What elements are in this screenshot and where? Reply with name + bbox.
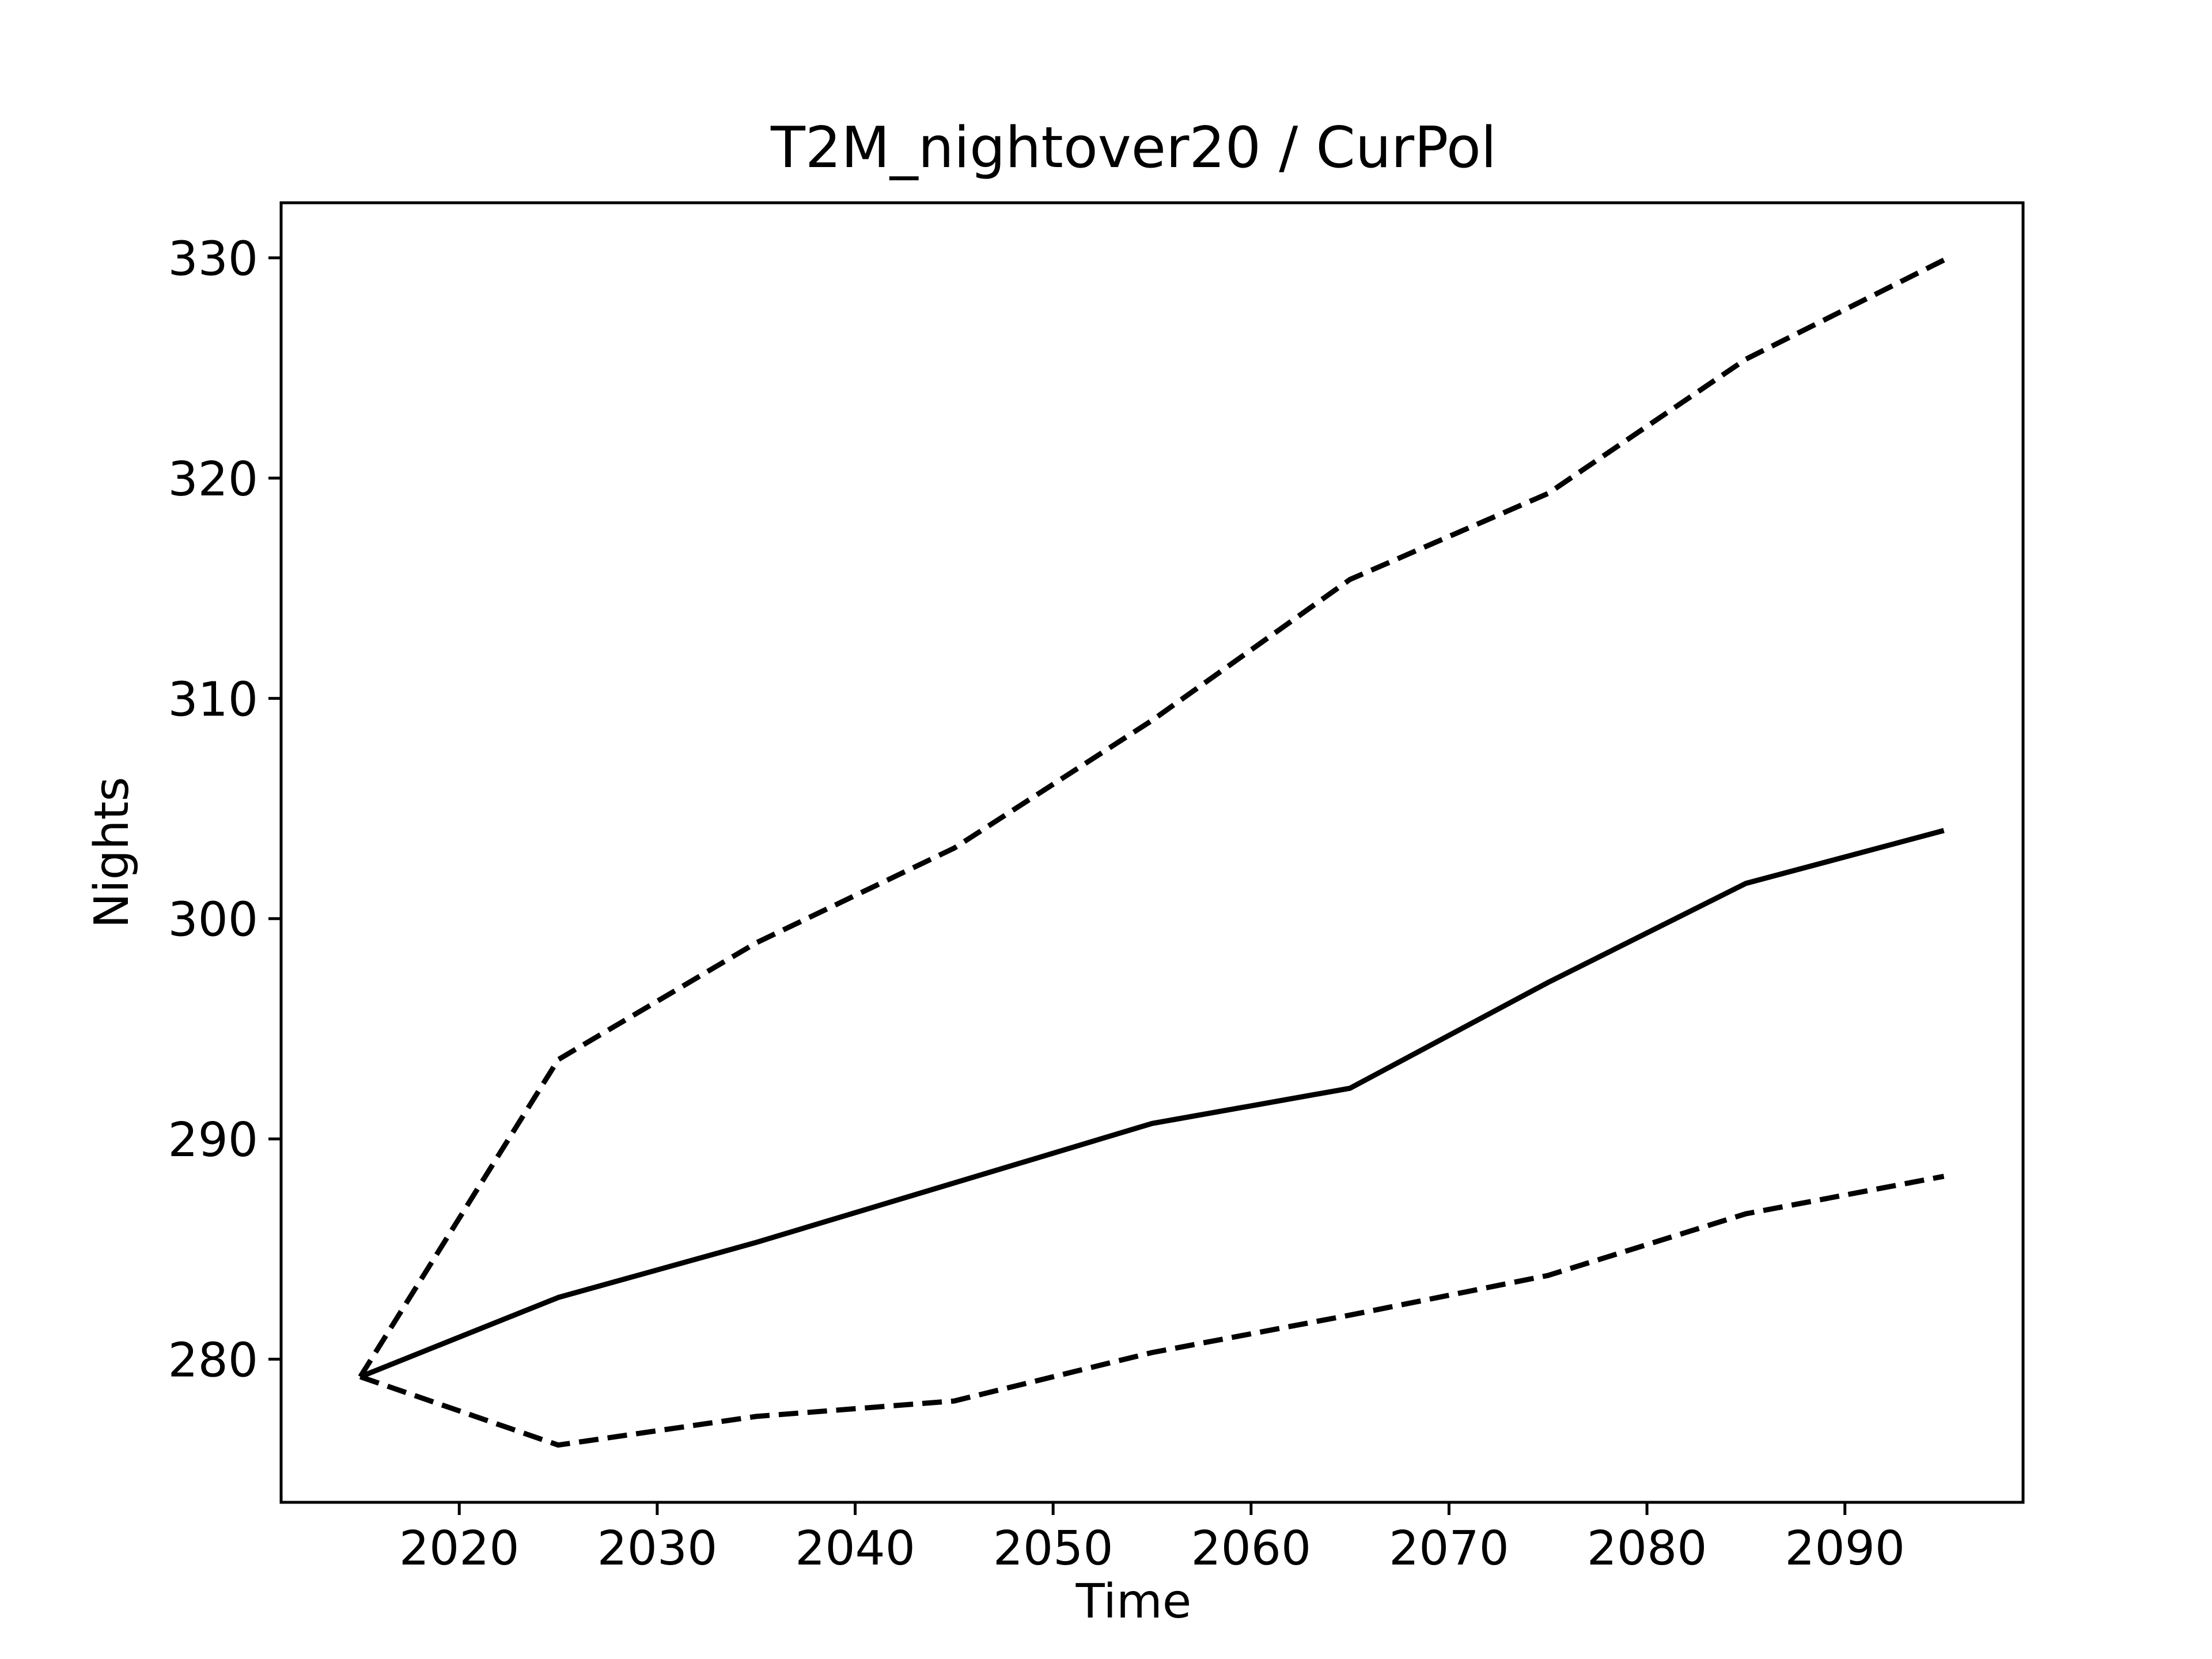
y-tick-label: 320 bbox=[168, 452, 258, 507]
dashed-series-line-1 bbox=[358, 257, 1945, 1378]
x-tick-label: 2020 bbox=[399, 1521, 520, 1576]
x-tick-label: 2070 bbox=[1389, 1521, 1509, 1576]
series-layer bbox=[358, 257, 1945, 1448]
x-tick-label: 2060 bbox=[1191, 1521, 1311, 1576]
x-axis-ticks: 2020 2030 2040 2050 2060 2070 2080 2090 bbox=[399, 1502, 1905, 1576]
y-tick-label: 280 bbox=[168, 1333, 258, 1388]
x-tick-label: 2040 bbox=[795, 1521, 915, 1576]
x-axis-title: Time bbox=[1075, 1574, 1192, 1629]
y-tick-label: 330 bbox=[168, 232, 258, 287]
x-tick-label: 2080 bbox=[1587, 1521, 1707, 1576]
y-tick-label: 300 bbox=[168, 893, 258, 948]
x-tick-label: 2090 bbox=[1785, 1521, 1905, 1576]
plot-frame bbox=[279, 201, 2025, 1504]
y-tick-label: 290 bbox=[168, 1113, 258, 1168]
y-axis-title: Nights bbox=[85, 777, 139, 928]
x-tick-label: 2030 bbox=[597, 1521, 718, 1576]
y-axis-ticks: 280 290 300 310 320 330 bbox=[168, 232, 281, 1388]
y-tick-label: 310 bbox=[168, 672, 258, 727]
x-tick-label: 2050 bbox=[993, 1521, 1113, 1576]
chart-title: T2M_nightover20 / CurPol bbox=[770, 115, 1497, 181]
